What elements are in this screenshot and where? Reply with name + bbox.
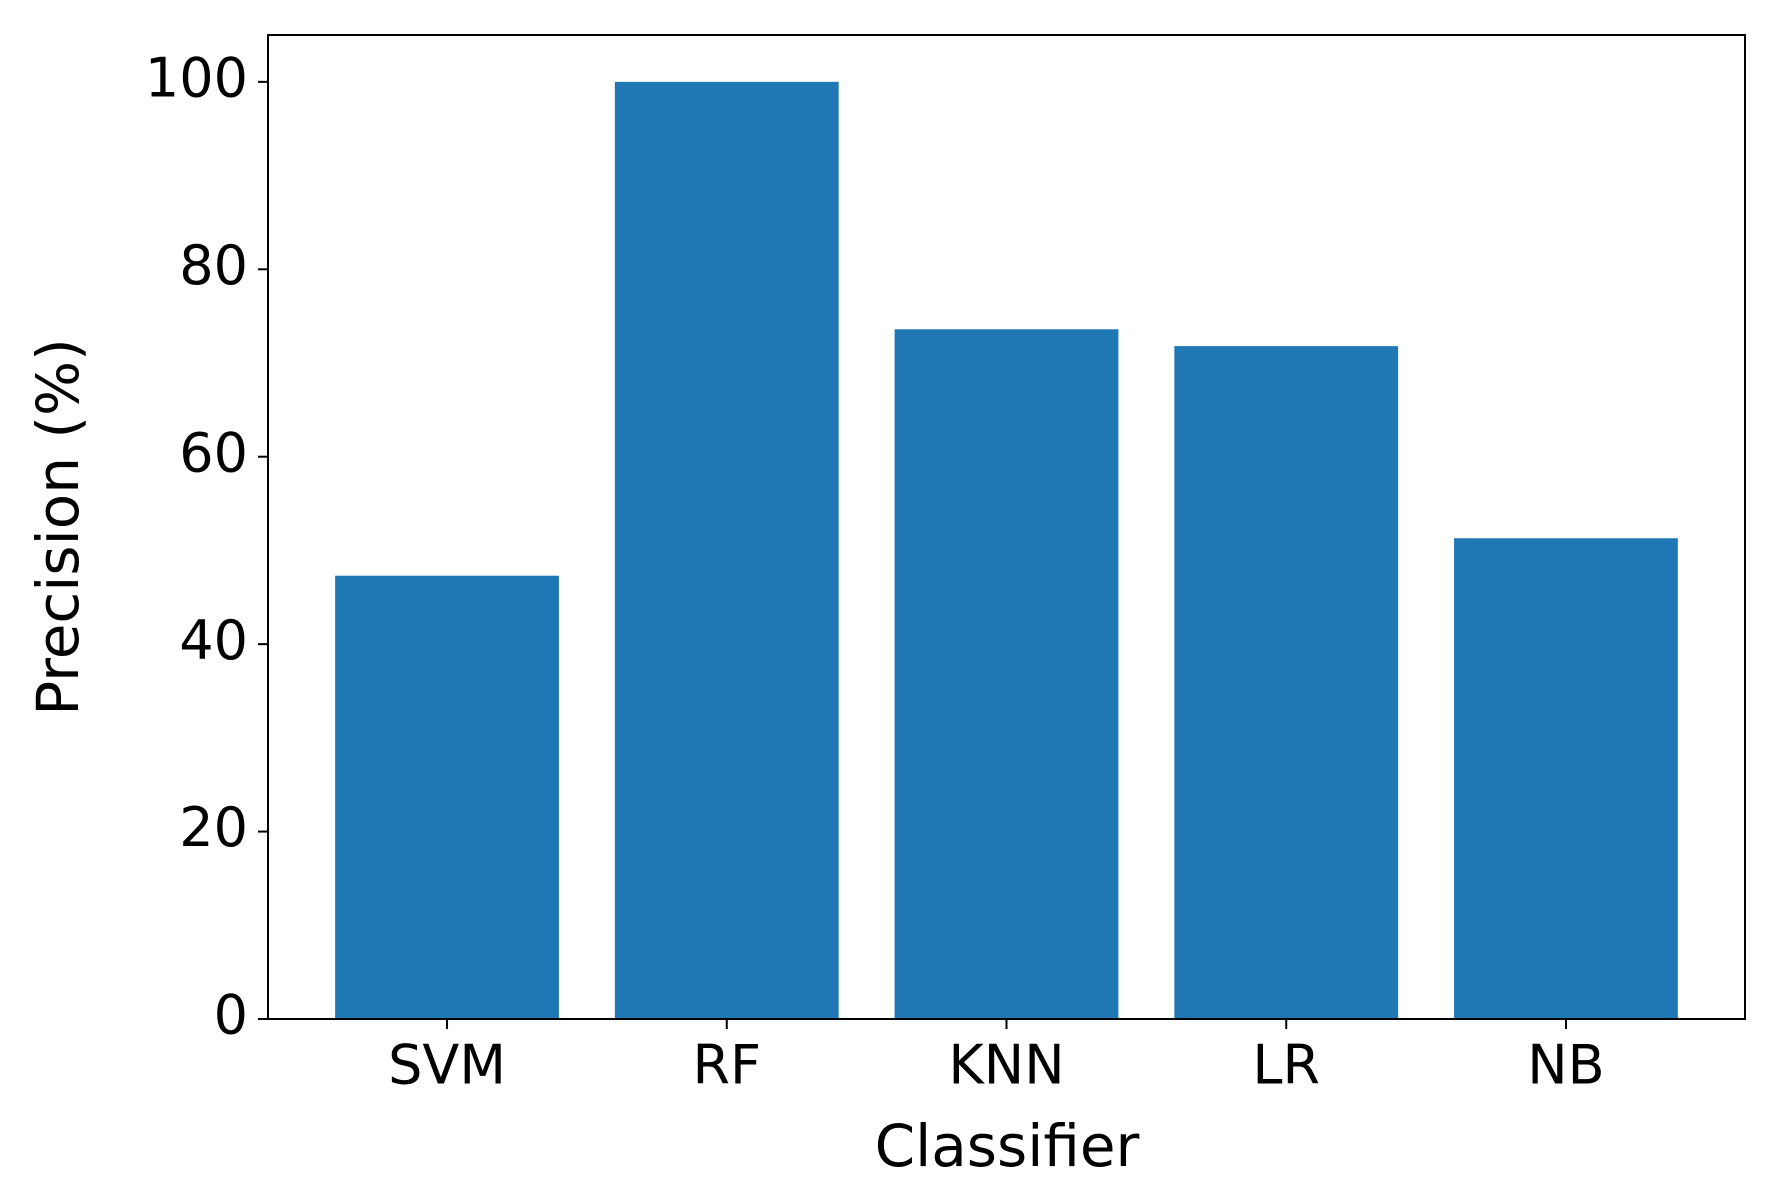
plot-frame (267, 34, 1746, 1020)
x-tick-label: SVM (388, 1034, 506, 1097)
bar (1454, 538, 1678, 1019)
x-tick-label: LR (1252, 1034, 1320, 1097)
y-tick-label: 100 (145, 46, 248, 109)
y-tick-label: 20 (179, 796, 248, 859)
bar (894, 329, 1119, 1020)
x-tick-label: RF (692, 1034, 761, 1097)
y-tick-label: 80 (179, 234, 248, 297)
bar (614, 81, 839, 1020)
y-axis-label: Precision (%) (24, 338, 92, 716)
x-axis-label: Classifier (875, 1112, 1140, 1180)
x-tick-label: NB (1527, 1034, 1604, 1097)
bar (335, 575, 559, 1019)
y-tick-label: 40 (179, 609, 248, 672)
y-tick-label: 60 (179, 421, 248, 484)
x-tick-label: KNN (948, 1034, 1064, 1097)
y-tick-label: 0 (214, 984, 248, 1047)
bar (1174, 346, 1399, 1019)
